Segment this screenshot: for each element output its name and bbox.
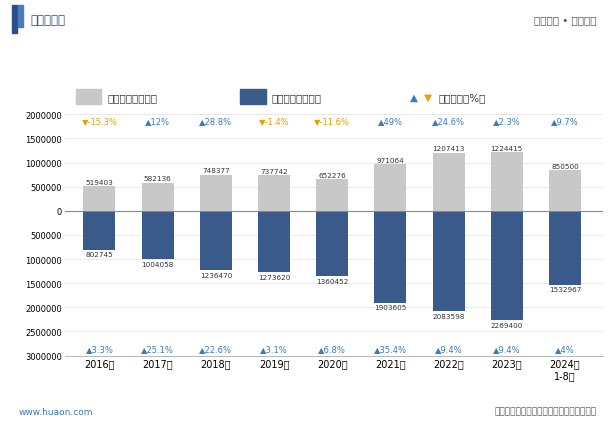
Text: ▲22.6%: ▲22.6% [199, 345, 232, 354]
Text: ▲35.4%: ▲35.4% [374, 345, 407, 354]
Bar [76, 90, 101, 105]
Bar [258, 211, 290, 273]
Text: ▲24.6%: ▲24.6% [432, 116, 465, 125]
Text: ▲9.4%: ▲9.4% [435, 345, 462, 354]
Bar [316, 180, 348, 211]
Text: 748377: 748377 [202, 168, 230, 174]
Bar [549, 211, 581, 285]
Text: 数据来源：中国海关，华经产业研究院整理: 数据来源：中国海关，华经产业研究院整理 [494, 406, 597, 416]
Bar [12, 6, 17, 35]
Text: 1360452: 1360452 [316, 279, 348, 285]
Text: ▲6.8%: ▲6.8% [318, 345, 346, 354]
Text: ▲: ▲ [410, 92, 418, 103]
Text: 802745: 802745 [85, 252, 113, 258]
Text: 出口额（万美元）: 出口额（万美元） [107, 92, 157, 103]
Text: 专业严谨 • 客观科学: 专业严谨 • 客观科学 [534, 15, 597, 25]
Text: 进口额（万美元）: 进口额（万美元） [271, 92, 321, 103]
Bar [258, 176, 290, 211]
Text: 850500: 850500 [551, 163, 579, 169]
Text: www.huaon.com: www.huaon.com [18, 406, 93, 416]
Text: 737742: 737742 [260, 169, 288, 175]
Text: 2083598: 2083598 [432, 313, 465, 319]
Bar [375, 164, 407, 211]
Bar [84, 186, 116, 211]
Bar [18, 6, 23, 28]
Text: ▼: ▼ [424, 92, 432, 103]
Text: ▲3.1%: ▲3.1% [260, 345, 288, 354]
Text: ▼-1.4%: ▼-1.4% [259, 116, 289, 125]
Text: 1224415: 1224415 [491, 145, 523, 151]
Bar [316, 211, 348, 277]
Text: ▲9.7%: ▲9.7% [551, 116, 579, 125]
Bar [375, 211, 407, 303]
Text: ▲28.8%: ▲28.8% [199, 116, 232, 125]
Text: ▲2.3%: ▲2.3% [493, 116, 520, 125]
Text: 1903605: 1903605 [374, 305, 407, 311]
Bar [432, 211, 464, 311]
Bar [200, 175, 232, 211]
Text: ▲25.1%: ▲25.1% [141, 345, 174, 354]
Bar [549, 170, 581, 211]
Text: 2269400: 2269400 [491, 322, 523, 328]
Text: 同比增长（%）: 同比增长（%） [438, 92, 485, 103]
Text: ▲9.4%: ▲9.4% [493, 345, 520, 354]
Text: 1207413: 1207413 [432, 146, 465, 152]
Text: 1236470: 1236470 [200, 273, 232, 279]
Text: ▲4%: ▲4% [555, 345, 575, 354]
Text: 1273620: 1273620 [258, 274, 290, 280]
Bar [200, 211, 232, 271]
Bar [141, 211, 173, 259]
Bar [84, 211, 116, 250]
Bar [141, 183, 173, 211]
Text: 1004058: 1004058 [141, 261, 174, 267]
Text: 652276: 652276 [319, 173, 346, 178]
Bar [491, 211, 523, 320]
Bar [432, 153, 464, 211]
Text: ▲3.3%: ▲3.3% [85, 345, 113, 354]
Text: ▲12%: ▲12% [145, 116, 170, 125]
Text: 2016-2024年8月内蒙古自治区(境内目的地/货源地)进、出口额: 2016-2024年8月内蒙古自治区(境内目的地/货源地)进、出口额 [157, 53, 458, 68]
Text: ▲49%: ▲49% [378, 116, 403, 125]
Bar [240, 90, 266, 105]
Text: ▼-15.3%: ▼-15.3% [81, 116, 117, 125]
Text: 971064: 971064 [376, 157, 404, 163]
Bar [491, 153, 523, 211]
Text: ▼-11.6%: ▼-11.6% [314, 116, 350, 125]
Text: 华经情报网: 华经情报网 [31, 14, 66, 27]
Text: 519403: 519403 [85, 179, 113, 185]
Text: 1532967: 1532967 [549, 287, 581, 293]
Text: 582136: 582136 [144, 176, 172, 182]
